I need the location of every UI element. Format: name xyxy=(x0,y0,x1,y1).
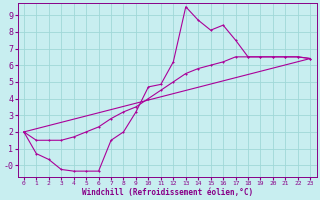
X-axis label: Windchill (Refroidissement éolien,°C): Windchill (Refroidissement éolien,°C) xyxy=(82,188,253,197)
